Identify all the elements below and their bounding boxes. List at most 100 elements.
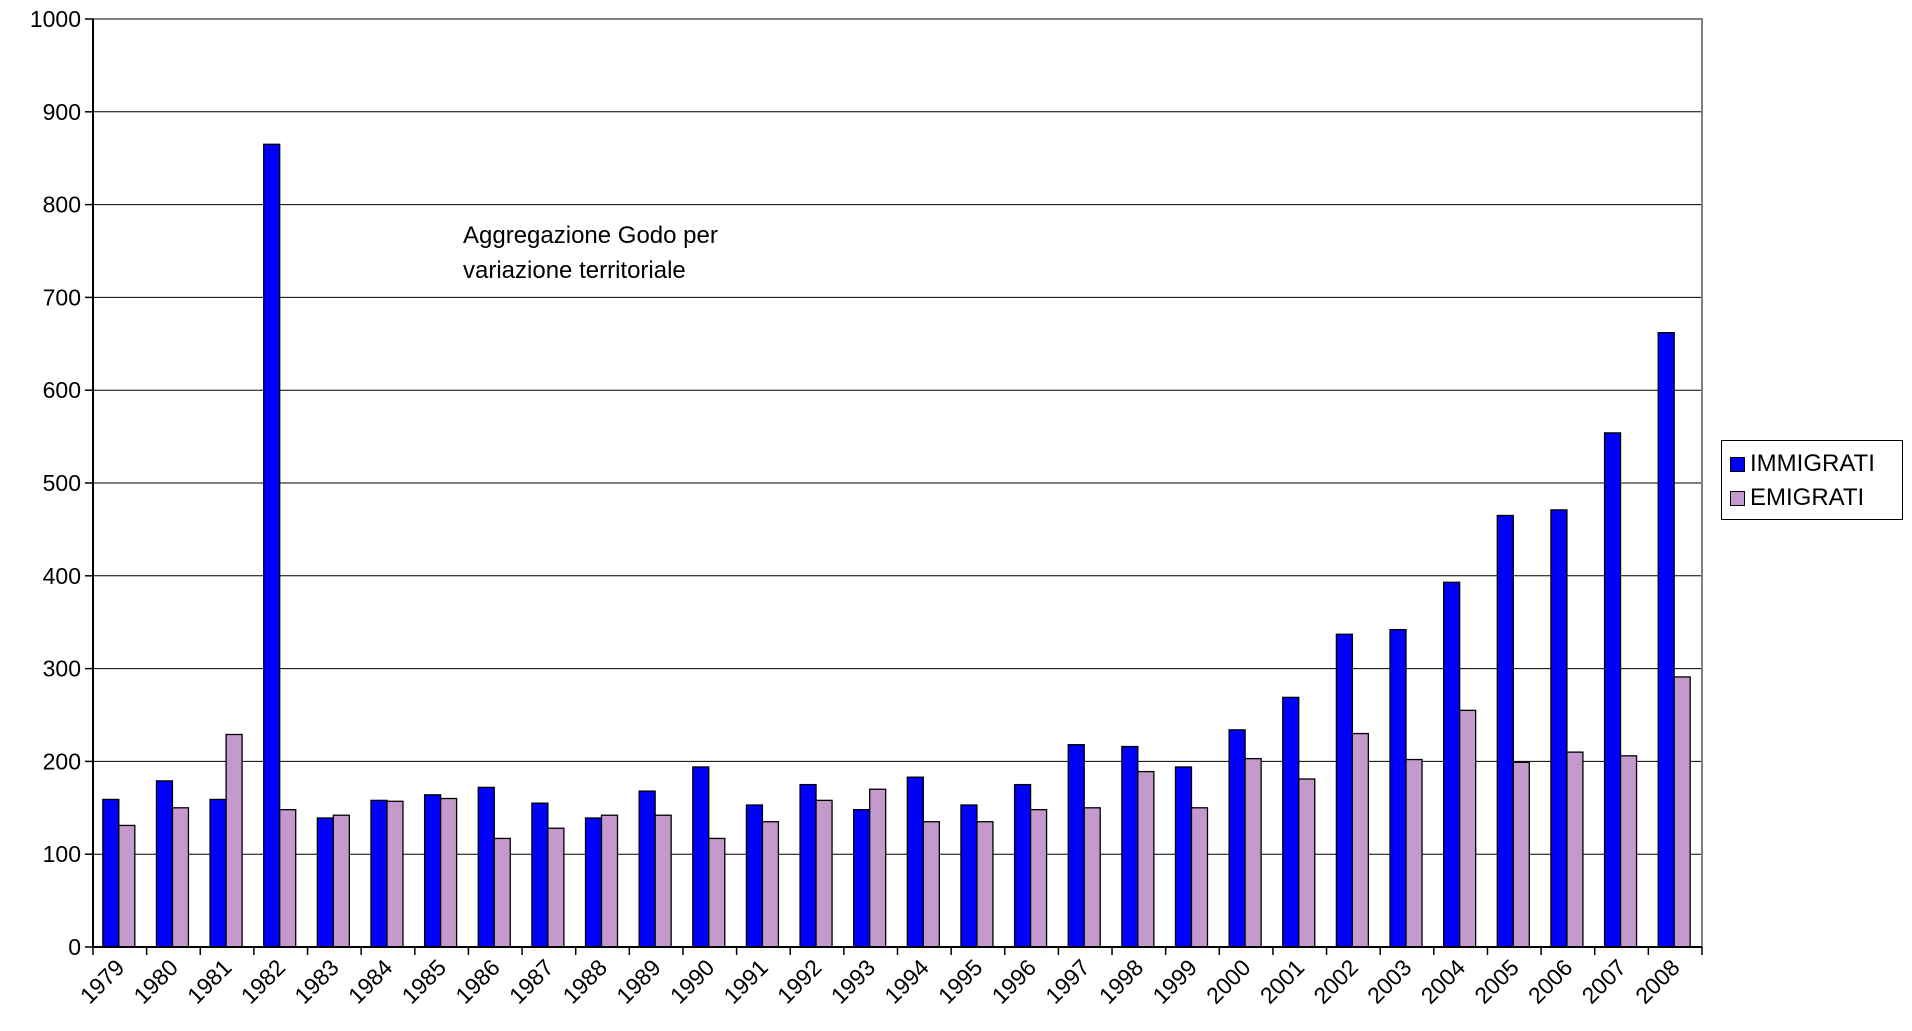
y-tick-label: 600 (43, 377, 81, 403)
x-tick-label: 2003 (1362, 954, 1417, 1009)
bar-immigrati-1980 (155, 780, 174, 948)
bar-emigrati-2007 (1619, 755, 1638, 948)
bar-emigrati-1996 (1029, 809, 1048, 948)
x-tick-label: 1992 (772, 954, 827, 1009)
x-tick-label: 1997 (1040, 954, 1095, 1009)
x-tick-label: 1979 (75, 954, 130, 1009)
bar-emigrati-2006 (1566, 751, 1584, 948)
bar-immigrati-1988 (584, 817, 603, 948)
bar-emigrati-1981 (225, 733, 243, 948)
bar-immigrati-1979 (102, 798, 120, 948)
bar-immigrati-1987 (531, 802, 549, 948)
bar-emigrati-1983 (332, 814, 351, 948)
bar-emigrati-2001 (1298, 778, 1316, 948)
bar-immigrati-2003 (1389, 628, 1407, 948)
bar-immigrati-2004 (1443, 581, 1461, 948)
x-tick-label: 1987 (504, 954, 559, 1009)
bar-emigrati-2002 (1351, 732, 1370, 948)
bar-immigrati-1992 (799, 783, 817, 948)
y-tick-labels: 0 100 200 300 400 500 600 700 800 900 1000 (30, 6, 81, 960)
bar-emigrati-1998 (1137, 770, 1155, 948)
x-tick-label: 2008 (1630, 954, 1685, 1009)
x-tick-label: 1995 (933, 954, 988, 1009)
y-tick-label: 500 (43, 470, 81, 496)
x-tick-label: 2005 (1469, 954, 1524, 1009)
bar-immigrati-1982 (263, 143, 281, 948)
x-tick-label: 1993 (826, 954, 881, 1009)
bar-immigrati-1996 (1013, 783, 1032, 948)
bar-emigrati-2008 (1673, 676, 1691, 948)
bar-immigrati-1997 (1067, 744, 1085, 948)
legend-item-emigrati: EMIGRATI (1730, 484, 1864, 512)
bar-immigrati-1994 (906, 776, 924, 948)
legend-swatch-immigrati (1730, 456, 1745, 472)
bar-emigrati-1980 (171, 807, 190, 948)
bar-immigrati-2008 (1657, 332, 1675, 948)
legend-label-immigrati: IMMIGRATI (1750, 450, 1875, 477)
bar-emigrati-2003 (1405, 758, 1423, 948)
x-tick-label: 1986 (450, 954, 505, 1009)
legend: IMMIGRATI EMIGRATI (1721, 440, 1903, 520)
x-tick-labels: 1979 1980 1981 1982 1983 1984 1985 1986 1987 1988… (75, 954, 1685, 1009)
bar-emigrati-1986 (493, 837, 511, 948)
bar-emigrati-1987 (547, 827, 565, 948)
y-tick-label: 900 (43, 99, 81, 125)
bar-emigrati-1992 (815, 799, 833, 948)
bar-immigrati-1983 (316, 817, 335, 948)
axes (85, 18, 1703, 955)
y-tick-label: 800 (43, 192, 81, 218)
bar-immigrati-1986 (477, 786, 495, 948)
x-tick-label: 2000 (1201, 954, 1256, 1009)
x-tick-label: 2004 (1416, 954, 1471, 1009)
bar-emigrati-1985 (439, 797, 458, 948)
x-tick-label: 1984 (343, 954, 398, 1009)
bar-immigrati-1991 (745, 804, 764, 948)
bar-emigrati-2005 (1512, 761, 1530, 948)
bar-emigrati-1994 (922, 821, 940, 948)
x-tick-label: 1990 (665, 954, 720, 1009)
bar-immigrati-1993 (853, 809, 871, 948)
y-tick-label: 100 (43, 841, 81, 867)
x-tick-label: 1983 (289, 954, 344, 1009)
bar-immigrati-1989 (638, 790, 656, 948)
y-tick-label: 0 (68, 934, 81, 960)
x-tick-label: 1994 (879, 954, 934, 1009)
bar-emigrati-1988 (600, 814, 619, 948)
legend-swatch-emigrati (1730, 490, 1745, 506)
bar-immigrati-1998 (1121, 745, 1139, 948)
x-tick-label: 2006 (1523, 954, 1578, 1009)
x-tick-label: 1991 (718, 954, 773, 1009)
y-tick-label: 200 (43, 748, 81, 774)
x-tick-label: 1981 (182, 954, 237, 1009)
bar-emigrati-1982 (279, 809, 297, 948)
bar-emigrati-1991 (761, 821, 780, 948)
bar-emigrati-1989 (654, 814, 672, 948)
x-tick-label: 1988 (557, 954, 612, 1009)
grid-lines (93, 111, 1702, 855)
bar-emigrati-1993 (869, 788, 887, 948)
bar-immigrati-1985 (423, 794, 442, 948)
bar-emigrati-2000 (1244, 757, 1262, 948)
bar-emigrati-1990 (708, 837, 726, 948)
y-tick-label: 300 (43, 656, 81, 682)
bar-immigrati-2001 (1282, 696, 1300, 948)
bar-immigrati-1984 (370, 799, 388, 948)
bar-immigrati-1995 (960, 804, 978, 948)
bars (102, 143, 1691, 948)
x-tick-label: 2001 (1255, 954, 1310, 1009)
bar-immigrati-2000 (1228, 729, 1246, 948)
legend-item-immigrati: IMMIGRATI (1730, 450, 1875, 478)
x-tick-label: 2007 (1577, 954, 1632, 1009)
y-tick-label: 1000 (30, 6, 81, 32)
bar-immigrati-1990 (692, 766, 710, 948)
y-tick-label: 700 (43, 284, 81, 310)
x-tick-label: 1998 (1094, 954, 1149, 1009)
x-tick-label: 1982 (236, 954, 291, 1009)
bar-immigrati-1981 (209, 798, 227, 948)
bar-emigrati-2004 (1459, 709, 1477, 948)
bar-immigrati-1999 (1174, 766, 1193, 948)
bar-emigrati-1999 (1190, 807, 1209, 948)
bar-emigrati-1984 (386, 800, 404, 948)
x-tick-label: 1989 (611, 954, 666, 1009)
